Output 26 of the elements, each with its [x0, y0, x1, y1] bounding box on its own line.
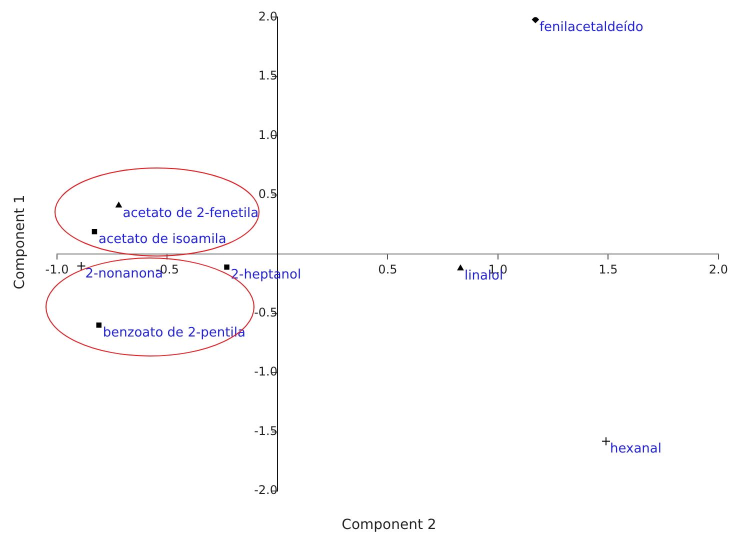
x-tick-label: 2.0: [708, 262, 728, 276]
y-tick-label: -0.5: [254, 305, 278, 320]
y-tick-label: -2.0: [254, 483, 278, 498]
point: [76, 261, 86, 270]
point: [602, 436, 611, 446]
series-label: fenilacetaldeído: [539, 20, 644, 35]
series-label: hexanal: [610, 442, 662, 457]
series-label: acetato de 2-fenetila: [122, 206, 259, 221]
y-axis-title: Component 1: [12, 194, 28, 290]
y-tick-label: -1.5: [254, 424, 278, 438]
x-axis-title: Component 2: [342, 517, 436, 533]
point: [532, 17, 539, 24]
point: [116, 202, 122, 208]
y-tick-label: -1.0: [254, 364, 278, 379]
y-tick-label: 1.5: [258, 68, 278, 83]
x-tick-label: -1.0: [45, 262, 69, 276]
series-label: acetato de isoamila: [98, 232, 226, 247]
y-tick-label: 2.0: [258, 9, 278, 24]
y-tick-label: 1.0: [258, 128, 278, 142]
x-tick-label: 1.5: [598, 262, 618, 276]
point: [224, 264, 230, 270]
point: [457, 264, 464, 270]
y-tick-label: 0.5: [258, 187, 278, 201]
x-tick-label: 0.5: [378, 262, 398, 276]
point: [92, 228, 98, 234]
point: [96, 322, 102, 328]
